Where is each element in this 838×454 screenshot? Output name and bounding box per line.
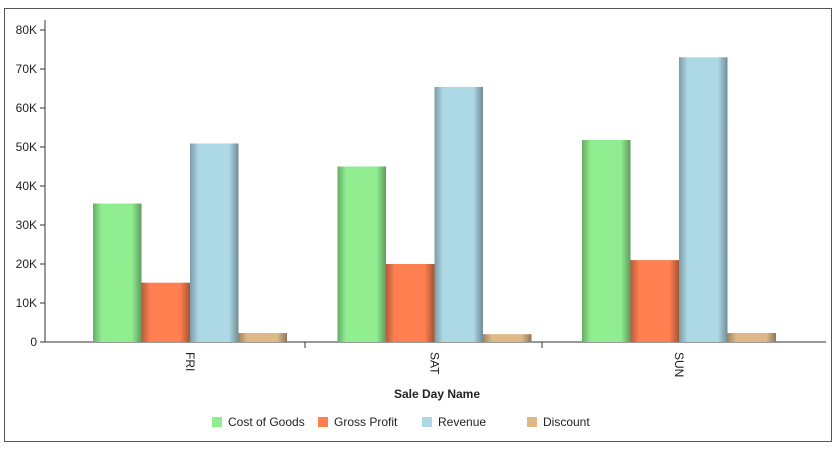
y-tick-label: 10K (16, 296, 37, 310)
legend-label: Revenue (438, 415, 486, 429)
bar-shading (679, 57, 728, 343)
legend-swatch-gross-profit (318, 417, 328, 427)
bar-shading (141, 282, 190, 342)
bar-shading (190, 143, 239, 342)
x-tick-label: FRI (183, 352, 197, 371)
bar-shading (582, 139, 631, 342)
x-axis-title: Sale Day Name (394, 387, 480, 401)
legend-label: Cost of Goods (228, 415, 305, 429)
y-tick-label: 80K (16, 23, 37, 37)
y-tick-label: 30K (16, 218, 37, 232)
x-tick-label: SUN (672, 352, 686, 377)
bar-shading (93, 203, 142, 342)
bar-shading (727, 333, 776, 342)
bar-shading (386, 264, 435, 342)
y-tick-label: 40K (16, 179, 37, 193)
y-axis: 0 10K 20K 30K 40K 50K 60K 70K 80K (16, 20, 46, 349)
bar-shading (337, 166, 386, 342)
legend-swatch-revenue (422, 417, 432, 427)
x-tick-label: SAT (428, 352, 442, 375)
y-tick-label: 0 (30, 335, 37, 349)
y-tick-label: 60K (16, 101, 37, 115)
bars (93, 57, 776, 343)
legend-swatch-cost-of-goods (212, 417, 222, 427)
y-tick-label: 50K (16, 140, 37, 154)
y-tick-label: 70K (16, 62, 37, 76)
legend-swatch-discount (527, 417, 537, 427)
legend-label: Gross Profit (334, 415, 398, 429)
bar-shading (483, 334, 532, 342)
y-tick-label: 20K (16, 257, 37, 271)
legend-label: Discount (543, 415, 590, 429)
bar-shading (434, 86, 483, 342)
bar-shading (238, 333, 287, 342)
bar-shading (630, 260, 679, 342)
legend: Cost of Goods Gross Profit Revenue Discount (212, 415, 590, 429)
x-axis: FRI SAT SUN (45, 341, 826, 377)
